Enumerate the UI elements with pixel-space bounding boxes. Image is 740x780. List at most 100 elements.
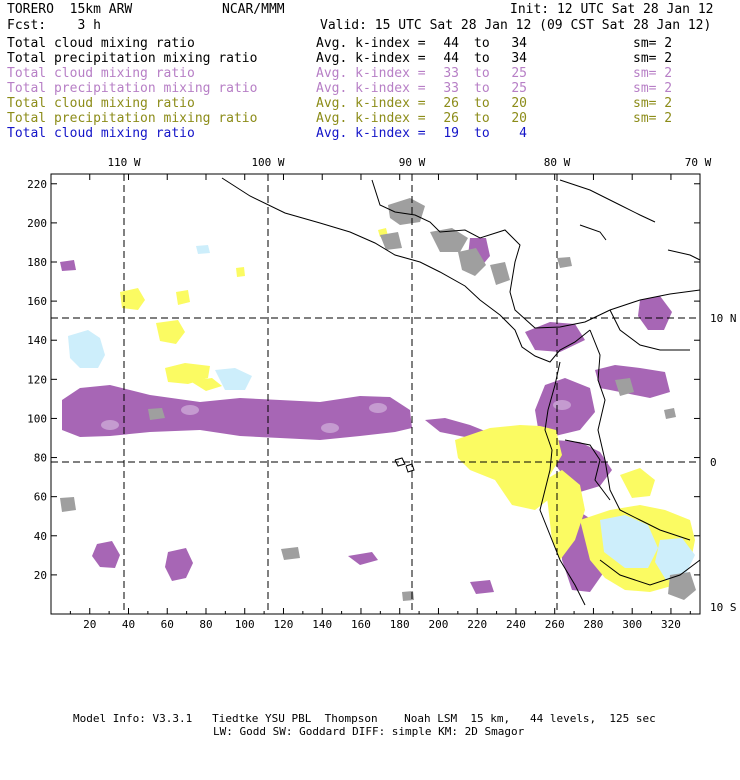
legend-k-high: 44 bbox=[443, 51, 459, 66]
x-tick-label: 280 bbox=[584, 618, 604, 631]
legend-to: to bbox=[474, 111, 490, 126]
latitude-label: 0 bbox=[710, 456, 717, 469]
purple-cloud-core bbox=[369, 403, 387, 413]
legend-field-name: Total cloud mixing ratio bbox=[7, 96, 195, 111]
y-tick-label: 220 bbox=[27, 178, 47, 191]
purple-cloud-core bbox=[553, 400, 571, 410]
coastline bbox=[559, 179, 656, 223]
y-tick-label: 80 bbox=[34, 452, 47, 465]
x-tick-label: 180 bbox=[390, 618, 410, 631]
legend-k-high: 33 bbox=[443, 66, 459, 81]
legend-to: to bbox=[474, 126, 490, 141]
legend-k-low: 20 bbox=[511, 111, 527, 126]
longitude-label: 100 W bbox=[251, 156, 284, 169]
legend-row: Total cloud mixing ratio Avg. k-index = 44… bbox=[7, 36, 737, 51]
legend-avg-label: Avg. k-index = bbox=[316, 51, 426, 66]
x-tick-label: 160 bbox=[351, 618, 371, 631]
coastline bbox=[221, 177, 591, 363]
x-tick-label: 120 bbox=[274, 618, 294, 631]
x-tick-label: 300 bbox=[622, 618, 642, 631]
legend-k-high: 26 bbox=[443, 111, 459, 126]
y-tick-label: 180 bbox=[27, 256, 47, 269]
x-tick-label: 100 bbox=[235, 618, 255, 631]
legend-row: Total precipitation mixing ratio Avg. k-i… bbox=[7, 81, 737, 96]
coastline bbox=[371, 179, 701, 329]
yellow-cloud-area bbox=[455, 425, 562, 510]
legend-to: to bbox=[474, 51, 490, 66]
yellow-cloud-area bbox=[165, 363, 210, 384]
legend-to: to bbox=[474, 36, 490, 51]
org-label: NCAR/MMM bbox=[222, 2, 285, 17]
yellow-cloud-area bbox=[236, 267, 245, 277]
legend-field-name: Total precipitation mixing ratio bbox=[7, 111, 258, 126]
yellow-cloud-area bbox=[156, 320, 185, 344]
x-tick-label: 200 bbox=[429, 618, 449, 631]
purple-cloud-area bbox=[470, 580, 494, 594]
coastline bbox=[609, 309, 690, 351]
latitude-label: 10 S bbox=[710, 601, 737, 614]
x-tick-label: 140 bbox=[312, 618, 332, 631]
legend-avg-label: Avg. k-index = bbox=[316, 81, 426, 96]
coastline bbox=[589, 329, 691, 541]
lightblue-cloud-area bbox=[655, 538, 695, 580]
map-axes: 220 200 180 160 140 120 100 80 60 40 20 20 40 60 80 100… bbox=[27, 156, 736, 631]
y-tick-label: 60 bbox=[34, 491, 47, 504]
gray-cloud-area bbox=[430, 228, 468, 252]
init-time: Init: 12 UTC Sat 28 Jan 12 bbox=[510, 2, 714, 17]
legend-k-high: 33 bbox=[443, 81, 459, 96]
legend-avg-label: Avg. k-index = bbox=[316, 126, 426, 141]
gray-cloud-area bbox=[148, 408, 165, 420]
x-tick-label: 260 bbox=[545, 618, 565, 631]
y-tick-label: 200 bbox=[27, 217, 47, 230]
valid-time: Valid: 15 UTC Sat 28 Jan 12 (09 CST Sat … bbox=[320, 18, 712, 33]
purple-cloud-core bbox=[181, 405, 199, 415]
coastline bbox=[405, 463, 415, 473]
legend-k-high: 44 bbox=[443, 36, 459, 51]
y-tick-label: 160 bbox=[27, 295, 47, 308]
legend-smoothing: sm= 2 bbox=[633, 96, 673, 111]
longitude-label: 110 W bbox=[107, 156, 140, 169]
y-tick-label: 20 bbox=[34, 569, 47, 582]
y-tick-label: 40 bbox=[34, 530, 47, 543]
yellow-cloud-area bbox=[190, 378, 222, 391]
legend-k-low: 20 bbox=[511, 96, 527, 111]
gray-cloud-area bbox=[402, 591, 414, 601]
legend-k-low: 25 bbox=[511, 66, 527, 81]
longitude-label: 80 W bbox=[544, 156, 571, 169]
legend-k-low: 34 bbox=[511, 51, 527, 66]
legend-to: to bbox=[474, 81, 490, 96]
x-tick-label: 80 bbox=[199, 618, 212, 631]
legend-smoothing: sm= 2 bbox=[633, 66, 673, 81]
y-tick-label: 100 bbox=[27, 412, 47, 425]
legend-k-high: 26 bbox=[443, 96, 459, 111]
legend-smoothing: sm= 2 bbox=[633, 81, 673, 96]
lightblue-cloud-area bbox=[600, 515, 658, 568]
gray-cloud-area bbox=[458, 248, 486, 276]
x-tick-label: 60 bbox=[161, 618, 174, 631]
legend-field-name: Total precipitation mixing ratio bbox=[7, 51, 258, 66]
gray-cloud-area bbox=[388, 198, 425, 225]
yellow-cloud-area bbox=[545, 470, 585, 560]
legend-smoothing: sm= 2 bbox=[633, 36, 673, 51]
legend-smoothing: sm= 2 bbox=[633, 111, 673, 126]
legend-field-name: Total cloud mixing ratio bbox=[7, 66, 195, 81]
cloud-fields bbox=[60, 198, 696, 601]
legend-row: Total precipitation mixing ratio Avg. k-i… bbox=[7, 51, 737, 66]
legend-row: Total cloud mixing ratio Avg. k-index = 19… bbox=[7, 126, 737, 141]
lightblue-cloud-area bbox=[196, 245, 210, 254]
coastline bbox=[599, 559, 701, 586]
coastlines bbox=[221, 177, 701, 606]
lat-lon-grid bbox=[51, 174, 700, 614]
lightblue-cloud-area bbox=[215, 368, 252, 390]
gray-cloud-area bbox=[490, 262, 510, 285]
forecast-hour: Fcst: 3 h bbox=[7, 18, 101, 33]
purple-cloud-area bbox=[62, 385, 412, 440]
legend-avg-label: Avg. k-index = bbox=[316, 36, 426, 51]
legend-k-high: 19 bbox=[443, 126, 459, 141]
legend-row: Total precipitation mixing ratio Avg. k-i… bbox=[7, 111, 737, 126]
y-tick-label: 120 bbox=[27, 373, 47, 386]
gray-cloud-area bbox=[668, 572, 696, 600]
coastline bbox=[667, 249, 701, 261]
legend-k-low: 34 bbox=[511, 36, 527, 51]
longitude-label: 90 W bbox=[399, 156, 426, 169]
